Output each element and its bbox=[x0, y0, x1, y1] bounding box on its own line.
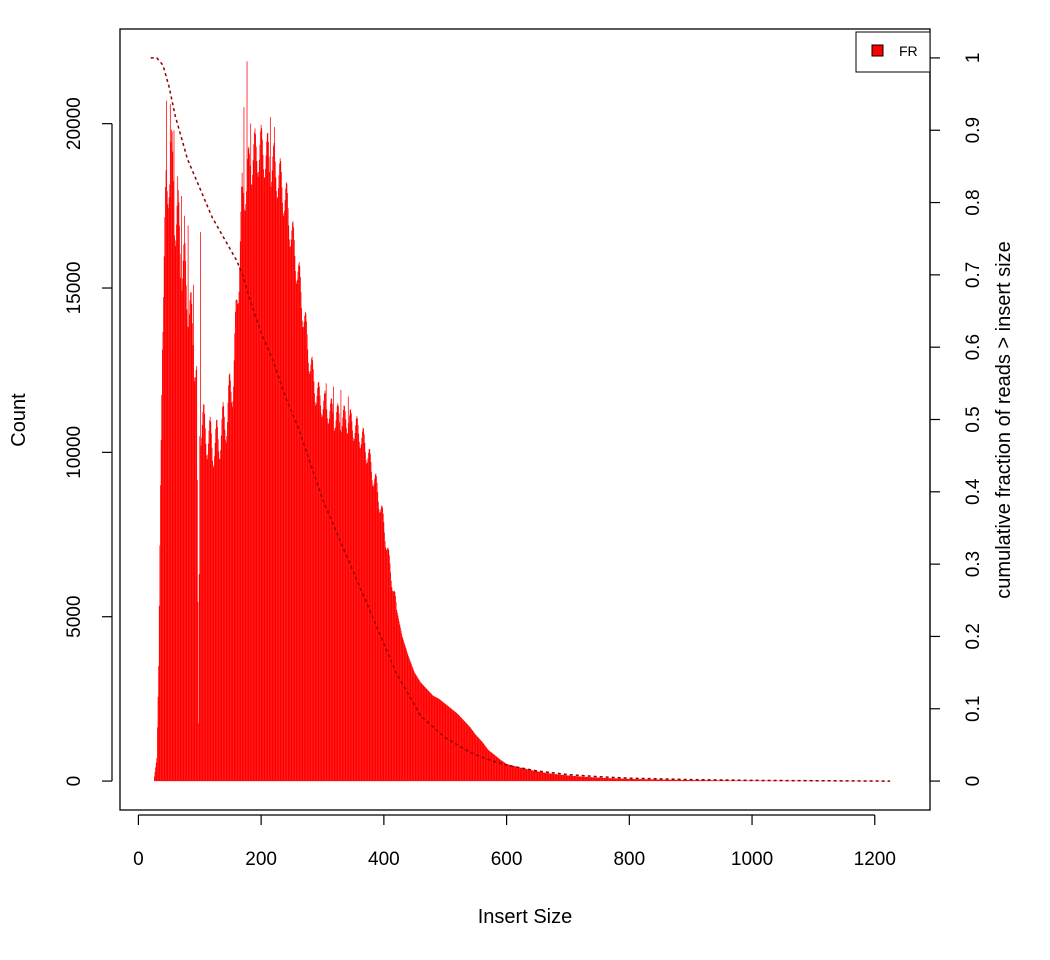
y2-tick-label: 1 bbox=[963, 53, 984, 64]
x-tick-label: 0 bbox=[133, 849, 144, 870]
y2-tick-label: 0.9 bbox=[963, 117, 984, 143]
y2-tick-label: 0 bbox=[963, 776, 984, 787]
y2-tick-label: 0.2 bbox=[963, 623, 984, 649]
y2-axis: 0 0.1 0.2 0.3 0.4 0.5 0.6 0.7 0.8 0.9 1 bbox=[929, 53, 984, 787]
y2-tick-label: 0.4 bbox=[963, 478, 984, 505]
x-tick-label: 200 bbox=[245, 849, 277, 870]
y-tick-label: 10000 bbox=[64, 426, 85, 479]
x-tick-label: 1200 bbox=[854, 849, 896, 870]
legend: FR bbox=[855, 31, 931, 73]
y2-tick-label: 0.3 bbox=[963, 551, 984, 577]
histogram-bars bbox=[153, 61, 891, 782]
y2-axis-title: cumulative fraction of reads > insert si… bbox=[993, 241, 1015, 598]
x-tick-label: 400 bbox=[368, 849, 400, 870]
x-axis-title: Insert Size bbox=[478, 906, 572, 928]
legend-swatch-fr bbox=[871, 44, 884, 57]
y-axis: 0 5000 10000 15000 20000 bbox=[64, 97, 113, 787]
y-tick-label: 5000 bbox=[64, 596, 85, 638]
y-tick-label: 0 bbox=[64, 776, 85, 787]
y2-tick-label: 0.8 bbox=[963, 189, 984, 215]
legend-box bbox=[855, 31, 931, 73]
y2-tick-label: 0.7 bbox=[963, 262, 984, 288]
x-tick-label: 1000 bbox=[731, 849, 773, 870]
y-axis-title: Count bbox=[8, 393, 30, 447]
cumulative-fraction-line bbox=[150, 57, 891, 782]
x-axis: 0 200 400 600 800 1000 1200 bbox=[133, 814, 896, 870]
legend-label-fr: FR bbox=[899, 43, 918, 59]
x-tick-label: 800 bbox=[613, 849, 645, 870]
y2-tick-label: 0.5 bbox=[963, 406, 984, 432]
y2-tick-label: 0.6 bbox=[963, 334, 984, 360]
y-tick-label: 15000 bbox=[64, 262, 85, 315]
x-tick-label: 600 bbox=[491, 849, 523, 870]
y2-tick-label: 0.1 bbox=[963, 696, 984, 722]
y-tick-label: 20000 bbox=[64, 97, 85, 150]
